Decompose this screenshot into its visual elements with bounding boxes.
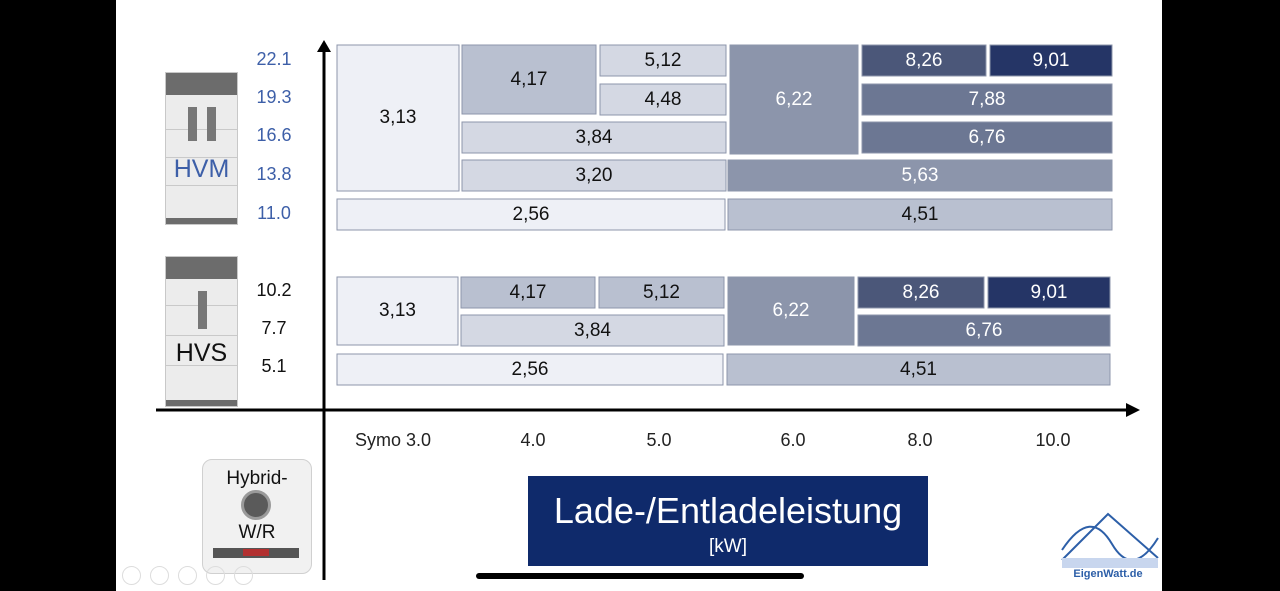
hvs-cell-value: 3,84 (574, 319, 611, 341)
hvs-cell (726, 353, 1111, 386)
hvm-cell-value: 6,76 (968, 126, 1006, 148)
hvs-cell-value: 9,01 (1030, 281, 1068, 303)
slide: HVM HVS Hybrid- W/R 22.1 19.3 16.6 13.8 11.0… (116, 0, 1162, 591)
home-indicator[interactable] (476, 573, 804, 579)
logo-text: EigenWatt.de (1073, 568, 1143, 580)
hvs-cell-value: 6,76 (965, 319, 1003, 341)
hvm-cell (461, 159, 727, 192)
hvs-capacity-label: 5.1 (261, 356, 287, 376)
hvm-cell (336, 44, 460, 192)
hvm-cell (461, 121, 727, 154)
hvs-cell (460, 276, 596, 309)
hvm-capacity-label: 13.8 (256, 164, 292, 184)
title-box: Lade-/Entladeleistung [kW] (528, 476, 928, 566)
zoom-icon[interactable] (234, 566, 253, 585)
hvm-capacity-label: 22.1 (256, 49, 292, 69)
hvm-cell-value: 7,88 (968, 88, 1006, 110)
hvs-cell-value: 3,13 (379, 300, 416, 321)
hvm-cell (861, 83, 1113, 116)
hvm-cell-value: 6,22 (775, 88, 813, 110)
hvs-cell (598, 276, 725, 309)
hvm-cell (861, 44, 987, 77)
pen-icon[interactable] (178, 566, 197, 585)
hvm-cell-value: 9,01 (1032, 49, 1070, 71)
hvs-cell-value: 2,56 (511, 358, 549, 380)
chart-title-unit: [kW] (709, 536, 747, 557)
hvs-cell (727, 276, 855, 346)
hvs-cell (857, 314, 1111, 347)
hybrid-inverter-icon: Hybrid- W/R (202, 459, 312, 574)
x-category-label: 5.0 (646, 430, 672, 450)
hvm-cell-value: 5,12 (644, 49, 682, 71)
hvm-cell (729, 44, 859, 155)
hvm-cell (727, 198, 1113, 231)
hvm-battery-icon: HVM (165, 72, 238, 225)
hvm-cell (461, 44, 597, 115)
hvs-cell (336, 276, 459, 346)
hvm-cell-value: 5,63 (901, 164, 939, 186)
prev-slide-icon[interactable] (122, 566, 141, 585)
hvm-cell-value: 3,20 (575, 164, 613, 186)
hvs-cell (987, 276, 1111, 309)
hvs-battery-icon: HVS (165, 256, 238, 407)
hvs-cell-value: 4,17 (509, 281, 547, 303)
hvm-cell-value: 2,56 (512, 203, 550, 225)
hvm-capacity-label: 11.0 (257, 203, 291, 223)
hvm-label: HVM (173, 155, 230, 183)
x-category-label: Symo 3.0 (354, 430, 432, 450)
hvs-cell-value: 6,22 (772, 300, 810, 321)
x-category-label: 6.0 (780, 430, 806, 450)
x-category-label: 4.0 (520, 430, 546, 450)
hvm-cell (727, 159, 1113, 192)
hvm-capacity-label: 19.3 (256, 87, 292, 107)
hvs-label: HVS (175, 339, 228, 367)
hvm-cell-value: 4,48 (644, 88, 682, 110)
hvm-cell-value: 8,26 (905, 49, 943, 71)
hvs-cell-value: 4,51 (900, 358, 937, 380)
hvm-cell (599, 44, 727, 77)
hvm-cell-value: 4,51 (901, 203, 939, 225)
hvs-cell (336, 353, 724, 386)
hvm-cell-value: 3,13 (379, 107, 417, 128)
hvs-capacity-label: 7.7 (261, 318, 287, 338)
hvm-capacity-label: 16.6 (256, 125, 292, 145)
x-category-label: 10.0 (1035, 430, 1071, 450)
hvm-cell (989, 44, 1113, 77)
eigenwatt-logo: EigenWatt.de (1058, 510, 1162, 586)
fan-icon (241, 490, 271, 520)
hvs-cell (460, 314, 725, 347)
hvm-cell (861, 121, 1113, 154)
chart (156, 40, 1140, 580)
hvs-capacity-label: 10.2 (256, 280, 292, 300)
hvs-cell-value: 5,12 (643, 281, 680, 303)
next-slide-icon[interactable] (150, 566, 169, 585)
hvm-cell-value: 3,84 (575, 126, 613, 148)
chart-title: Lade-/Entladeleistung (553, 490, 903, 531)
hvm-cell (599, 83, 727, 116)
grid-icon[interactable] (206, 566, 225, 585)
hvs-cell-value: 8,26 (902, 281, 940, 303)
hvs-cell (857, 276, 985, 309)
x-category-label: 8.0 (907, 430, 933, 450)
hvm-cell (336, 198, 726, 231)
inverter-line1: Hybrid- (226, 468, 288, 489)
inverter-line2: W/R (238, 522, 276, 543)
hvm-cell-value: 4,17 (510, 68, 548, 90)
